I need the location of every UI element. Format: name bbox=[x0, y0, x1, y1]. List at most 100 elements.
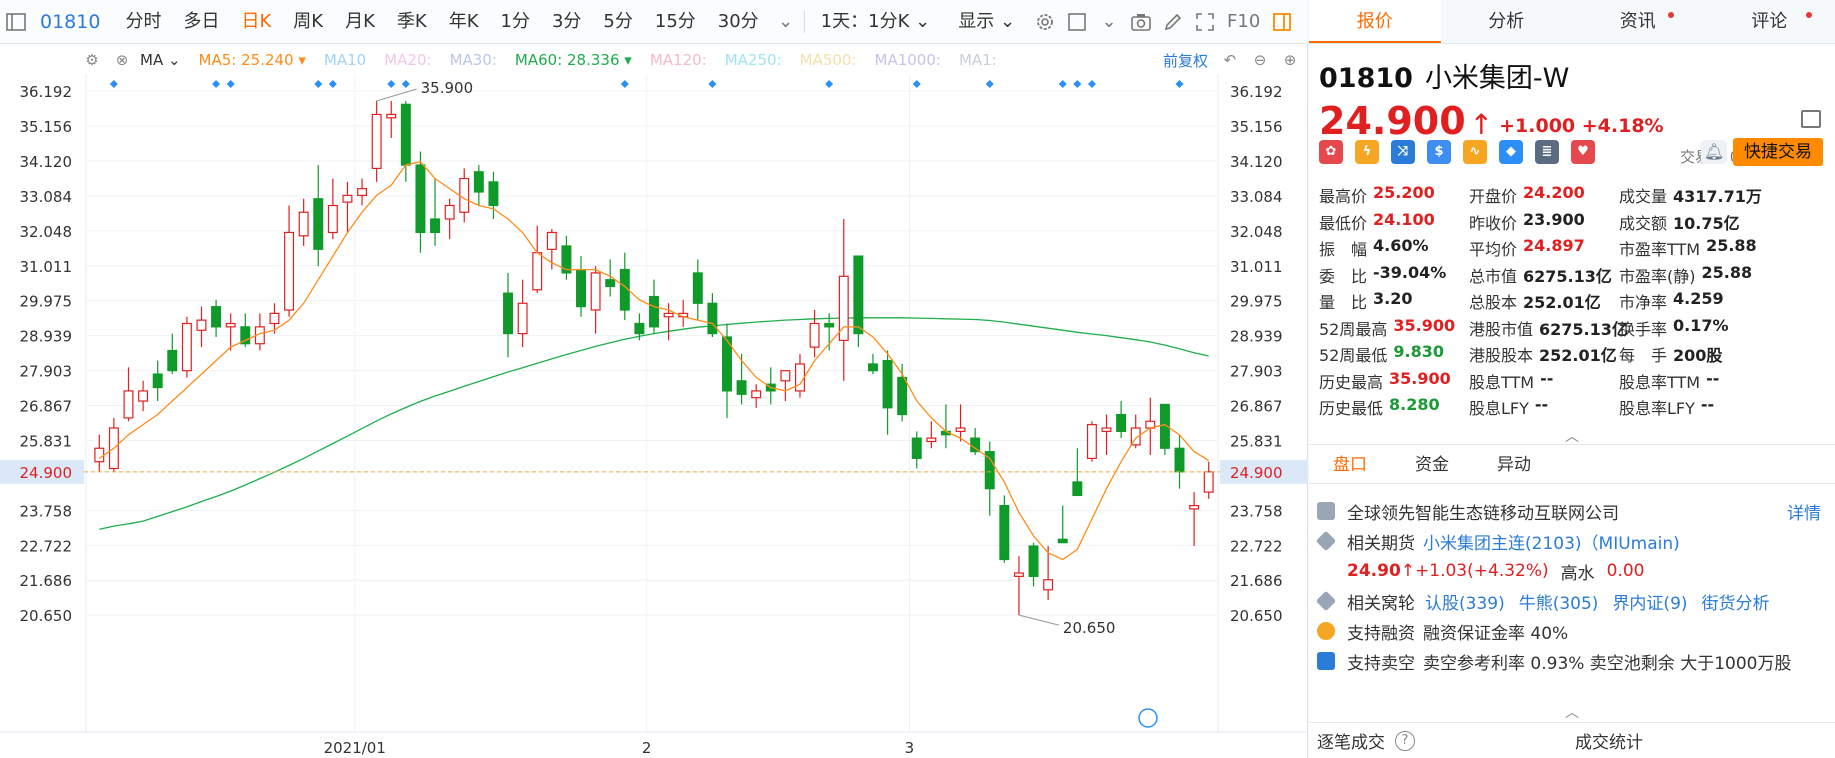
fullscreen-icon[interactable] bbox=[1189, 0, 1221, 44]
candle-body[interactable] bbox=[1116, 413, 1127, 432]
panel-layout-icon[interactable] bbox=[1801, 110, 1821, 128]
minute-period-select[interactable]: 1天：1分K ⌄ bbox=[820, 10, 931, 32]
candle-body[interactable] bbox=[1130, 427, 1141, 446]
candle-body[interactable] bbox=[984, 451, 995, 490]
candle-body[interactable] bbox=[1101, 427, 1112, 432]
candle-body[interactable] bbox=[838, 275, 849, 341]
event-marker-icon[interactable] bbox=[825, 80, 834, 88]
order-book-tab[interactable]: 资金 bbox=[1415, 455, 1449, 475]
ma-legend-item[interactable]: MA30: bbox=[450, 51, 497, 69]
candle-body[interactable] bbox=[473, 171, 484, 193]
period-tab[interactable]: 日K bbox=[241, 10, 272, 32]
candle-body[interactable] bbox=[517, 302, 528, 335]
bell-icon[interactable]: 🔔︎ bbox=[1701, 140, 1727, 164]
camera-icon[interactable] bbox=[1125, 0, 1157, 44]
candle-body[interactable] bbox=[926, 437, 937, 443]
candle-body[interactable] bbox=[167, 349, 178, 372]
trade-stats-tab[interactable]: 成交统计 bbox=[1575, 733, 1643, 753]
candle-body[interactable] bbox=[1013, 572, 1024, 577]
candle-body[interactable] bbox=[152, 373, 163, 389]
candle-body[interactable] bbox=[722, 336, 732, 392]
event-marker-icon[interactable] bbox=[1058, 80, 1067, 88]
right-tab[interactable]: 评论 bbox=[1704, 0, 1835, 43]
candle-body[interactable] bbox=[342, 194, 353, 203]
candle-body[interactable] bbox=[605, 279, 616, 288]
period-tab[interactable]: 1分 bbox=[500, 10, 530, 32]
undo-icon[interactable]: ↶ bbox=[1223, 51, 1237, 69]
candle-body[interactable] bbox=[400, 103, 411, 166]
candle-body[interactable] bbox=[634, 322, 645, 335]
candle-body[interactable] bbox=[780, 370, 791, 382]
period-tab[interactable]: 多日 bbox=[183, 10, 220, 32]
shuffle-icon[interactable]: ⤨ bbox=[1391, 140, 1415, 164]
indicator-select[interactable]: MA ⌄ bbox=[140, 51, 181, 69]
dollar-icon[interactable]: $ bbox=[1427, 140, 1451, 164]
candle-body[interactable] bbox=[751, 390, 762, 399]
warrant-link[interactable]: 牛熊(305) bbox=[1518, 593, 1599, 614]
candle-body[interactable] bbox=[211, 306, 222, 328]
candle-body[interactable] bbox=[1072, 481, 1083, 497]
f10-button[interactable]: F10 bbox=[1227, 10, 1261, 32]
ma-legend-item[interactable]: MA120: bbox=[650, 51, 707, 69]
document-icon[interactable]: ≣ bbox=[1535, 140, 1559, 164]
futures-link[interactable]: 小米集团主连(2103)（MIUmain) bbox=[1423, 533, 1680, 554]
candle-body[interactable] bbox=[123, 390, 134, 419]
period-tab[interactable]: 30分 bbox=[717, 10, 759, 32]
period-tab[interactable]: 年K bbox=[448, 10, 479, 32]
right-tab[interactable]: 分析 bbox=[1441, 0, 1573, 43]
ma-legend-item[interactable]: MA250: bbox=[725, 51, 782, 69]
event-marker-icon[interactable] bbox=[1073, 80, 1082, 88]
stock-code-tab[interactable]: 01810 bbox=[40, 10, 101, 33]
ma-legend-item[interactable]: MA5: 25.240 ▾ bbox=[199, 51, 306, 69]
candle-body[interactable] bbox=[707, 302, 718, 335]
candle-body[interactable] bbox=[853, 255, 864, 335]
candle-body[interactable] bbox=[882, 359, 893, 409]
candle-body[interactable] bbox=[1203, 471, 1214, 493]
candle-body[interactable] bbox=[649, 295, 659, 328]
warrant-link[interactable]: 认股(339) bbox=[1425, 593, 1505, 614]
event-marker-icon[interactable] bbox=[109, 80, 118, 88]
candle-body[interactable] bbox=[1057, 538, 1068, 544]
event-marker-icon[interactable] bbox=[212, 80, 221, 88]
collapse-icon[interactable]: ︿ bbox=[1565, 429, 1579, 445]
event-marker-icon[interactable] bbox=[620, 80, 629, 88]
candle-body[interactable] bbox=[999, 504, 1010, 561]
event-marker-icon[interactable] bbox=[1175, 80, 1184, 88]
candle-body[interactable] bbox=[794, 363, 805, 392]
quick-trade-button[interactable]: 快捷交易 bbox=[1733, 138, 1823, 166]
event-marker-icon[interactable] bbox=[328, 80, 337, 88]
event-marker-icon[interactable] bbox=[314, 80, 323, 88]
ma-legend-item[interactable]: MA1000: bbox=[875, 51, 941, 69]
candle-body[interactable] bbox=[736, 380, 747, 395]
event-marker-icon[interactable] bbox=[912, 80, 921, 88]
candle-body[interactable] bbox=[1189, 504, 1200, 510]
detail-link[interactable]: 详情 bbox=[1787, 503, 1821, 524]
event-marker-icon[interactable] bbox=[708, 80, 717, 88]
period-tab[interactable]: 季K bbox=[396, 10, 427, 32]
right-tab[interactable]: 资讯 bbox=[1572, 0, 1704, 43]
trend-icon[interactable]: ∿ bbox=[1463, 140, 1487, 164]
candle-body[interactable] bbox=[138, 390, 149, 402]
candle-body[interactable] bbox=[327, 204, 338, 234]
display-menu[interactable]: 显示 ⌄ bbox=[958, 10, 1016, 32]
candle-body[interactable] bbox=[955, 427, 966, 432]
candle-body[interactable] bbox=[488, 181, 499, 207]
hk-flag-icon[interactable]: ✿ bbox=[1319, 140, 1343, 164]
period-tab[interactable]: 分时 bbox=[125, 10, 162, 32]
help-icon[interactable]: ? bbox=[1395, 730, 1415, 751]
candle-body[interactable] bbox=[240, 326, 251, 345]
candle-body[interactable] bbox=[1159, 403, 1170, 449]
event-marker-icon[interactable] bbox=[985, 80, 994, 88]
sidebar-toggle-icon[interactable] bbox=[0, 0, 32, 44]
warrant-link[interactable]: 街货分析 bbox=[1701, 593, 1770, 614]
pen-icon[interactable] bbox=[1157, 0, 1189, 44]
ma-legend-item[interactable]: MA20: bbox=[384, 51, 431, 69]
ma-legend-item[interactable]: MA1: bbox=[959, 51, 997, 69]
candle-body[interactable] bbox=[532, 252, 543, 291]
candle-body[interactable] bbox=[1086, 424, 1097, 459]
close-icon[interactable]: ⊗ bbox=[115, 51, 129, 69]
candle-body[interactable] bbox=[313, 198, 324, 250]
zoom-in-icon[interactable]: ⊕ bbox=[1283, 51, 1297, 69]
candle-body[interactable] bbox=[809, 322, 820, 348]
candle-body[interactable] bbox=[576, 268, 586, 308]
